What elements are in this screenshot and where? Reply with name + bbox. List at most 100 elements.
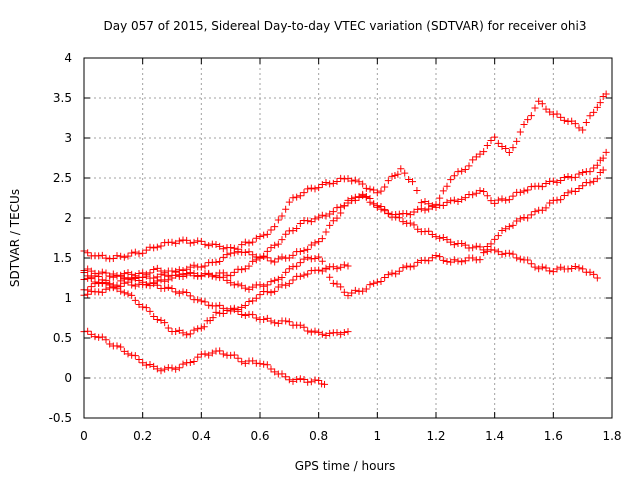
data-point-marker — [487, 197, 495, 205]
data-point-marker — [483, 142, 491, 150]
data-point-marker — [98, 333, 106, 341]
data-point-marker — [109, 273, 117, 281]
data-point-marker — [201, 240, 209, 248]
data-point-marker — [344, 175, 352, 183]
data-point-marker — [161, 269, 169, 277]
data-point-marker — [315, 213, 323, 221]
data-point-marker — [494, 196, 502, 204]
data-point-marker — [285, 376, 293, 384]
y-tick-label: 2 — [64, 211, 72, 225]
data-point-marker — [252, 294, 260, 302]
data-point-marker — [124, 350, 132, 358]
data-point-marker — [564, 172, 572, 180]
data-point-marker — [340, 288, 348, 296]
data-point-marker — [428, 202, 436, 210]
data-point-marker — [329, 179, 337, 187]
data-point-marker — [293, 262, 301, 270]
data-point-marker — [494, 248, 502, 256]
data-point-marker — [84, 249, 92, 257]
data-point-marker — [340, 202, 348, 210]
data-point-marker — [91, 333, 99, 341]
data-point-marker — [186, 239, 194, 247]
data-point-marker — [461, 165, 469, 173]
data-point-marker — [425, 227, 433, 235]
data-point-marker — [197, 324, 205, 332]
x-tick-label: 0.2 — [133, 429, 152, 443]
data-point-marker — [527, 260, 535, 268]
data-point-marker — [318, 180, 326, 188]
data-point-marker — [340, 329, 348, 337]
data-point-marker — [150, 362, 158, 370]
data-point-marker — [252, 314, 260, 322]
data-point-marker — [516, 215, 524, 223]
data-point-marker — [183, 269, 191, 277]
data-point-marker — [516, 128, 524, 136]
data-point-marker — [388, 172, 396, 180]
data-point-marker — [241, 312, 249, 320]
data-point-marker — [348, 177, 356, 185]
data-point-marker — [271, 276, 279, 284]
data-point-marker — [447, 238, 455, 246]
data-point-marker — [175, 237, 183, 245]
data-point-marker — [289, 227, 297, 235]
data-point-marker — [128, 249, 136, 257]
data-point-marker — [377, 187, 385, 195]
data-point-marker — [321, 380, 329, 388]
data-point-marker — [205, 242, 213, 250]
data-point-marker — [157, 316, 165, 324]
data-point-marker — [337, 203, 345, 211]
data-point-marker — [447, 258, 455, 266]
data-point-marker — [212, 271, 220, 279]
data-point-marker — [150, 280, 158, 288]
data-point-marker — [131, 296, 139, 304]
data-point-marker — [212, 240, 220, 248]
data-point-marker — [161, 319, 169, 327]
data-point-marker — [109, 255, 117, 263]
data-point-marker — [216, 242, 224, 250]
data-point-marker — [318, 235, 326, 243]
data-point-marker — [131, 282, 139, 290]
data-point-marker — [599, 154, 607, 162]
data-point-marker — [586, 168, 594, 176]
data-point-marker — [333, 178, 341, 186]
data-point-marker — [487, 240, 495, 248]
data-point-marker — [542, 105, 550, 113]
data-point-marker — [403, 262, 411, 270]
data-point-marker — [410, 208, 418, 216]
data-point-marker — [172, 327, 180, 335]
data-point-marker — [458, 240, 466, 248]
data-point-marker — [322, 228, 330, 236]
data-point-marker — [450, 196, 458, 204]
data-point-marker — [120, 289, 128, 297]
data-point-marker — [447, 197, 455, 205]
data-point-marker — [315, 184, 323, 192]
data-point-marker — [557, 113, 565, 121]
data-point-marker — [476, 243, 484, 251]
data-point-marker — [571, 187, 579, 195]
data-point-marker — [267, 278, 275, 286]
data-point-marker — [128, 291, 136, 299]
data-point-marker — [476, 150, 484, 158]
data-point-marker — [538, 100, 546, 108]
data-point-marker — [491, 133, 499, 141]
data-point-marker — [124, 252, 132, 260]
data-point-marker — [267, 226, 275, 234]
data-point-marker — [139, 303, 147, 311]
data-point-marker — [263, 281, 271, 289]
data-point-marker — [168, 364, 176, 372]
data-point-marker — [194, 353, 202, 361]
data-point-marker — [494, 139, 502, 147]
data-point-marker — [344, 262, 352, 270]
data-point-marker — [190, 358, 198, 366]
data-point-marker — [249, 238, 257, 246]
data-point-marker — [480, 187, 488, 195]
data-point-marker — [102, 285, 110, 293]
data-point-marker — [285, 254, 293, 262]
data-point-marker — [502, 225, 510, 233]
data-point-marker — [425, 257, 433, 265]
data-point-marker — [131, 275, 139, 283]
data-point-marker — [520, 187, 528, 195]
data-point-marker — [535, 265, 543, 273]
data-point-marker — [384, 177, 392, 185]
data-point-marker — [190, 261, 198, 269]
